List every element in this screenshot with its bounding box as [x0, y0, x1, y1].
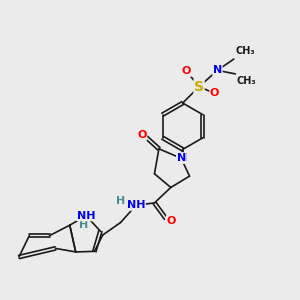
Text: O: O — [182, 66, 191, 76]
Text: CH₃: CH₃ — [235, 46, 255, 56]
Text: N: N — [213, 65, 222, 75]
Text: NH: NH — [77, 211, 95, 221]
Text: CH₃: CH₃ — [237, 76, 256, 86]
Text: O: O — [210, 88, 219, 98]
Text: S: S — [194, 80, 204, 94]
Text: H: H — [116, 196, 125, 206]
Text: N: N — [177, 153, 186, 163]
Text: O: O — [167, 216, 176, 226]
Text: H: H — [79, 220, 88, 230]
Text: O: O — [137, 130, 147, 140]
Text: N: N — [178, 153, 187, 163]
Text: NH: NH — [127, 200, 145, 210]
